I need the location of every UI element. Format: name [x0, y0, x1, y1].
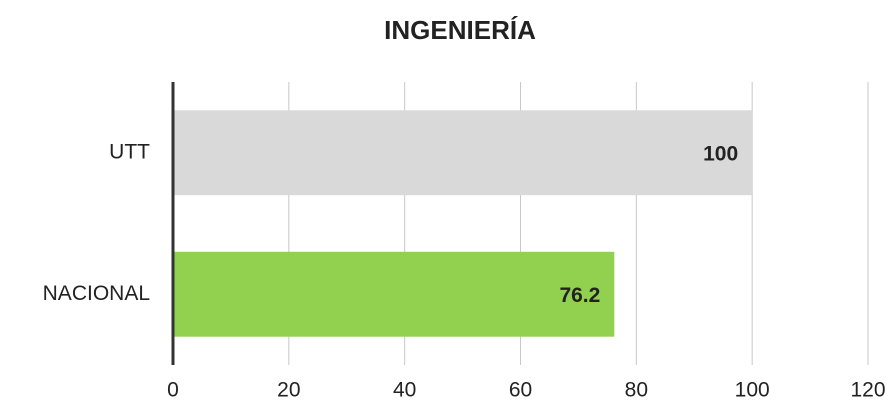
chart-title: INGENIERÍA	[384, 15, 536, 45]
y-tick-label: UTT	[109, 140, 150, 163]
x-tick-label: 20	[277, 379, 300, 402]
x-tick-label: 80	[625, 379, 648, 402]
value-label: 76.2	[559, 284, 600, 307]
x-tick-label: 40	[393, 379, 416, 402]
y-tick-label: NACIONAL	[43, 282, 150, 305]
bar	[173, 110, 753, 196]
value-label: 100	[703, 142, 738, 165]
x-tick-label: 100	[735, 379, 770, 402]
x-tick-label: 60	[509, 379, 532, 402]
bar	[173, 251, 615, 337]
x-tick-label: 0	[167, 379, 179, 402]
x-tick-label: 120	[850, 379, 885, 402]
